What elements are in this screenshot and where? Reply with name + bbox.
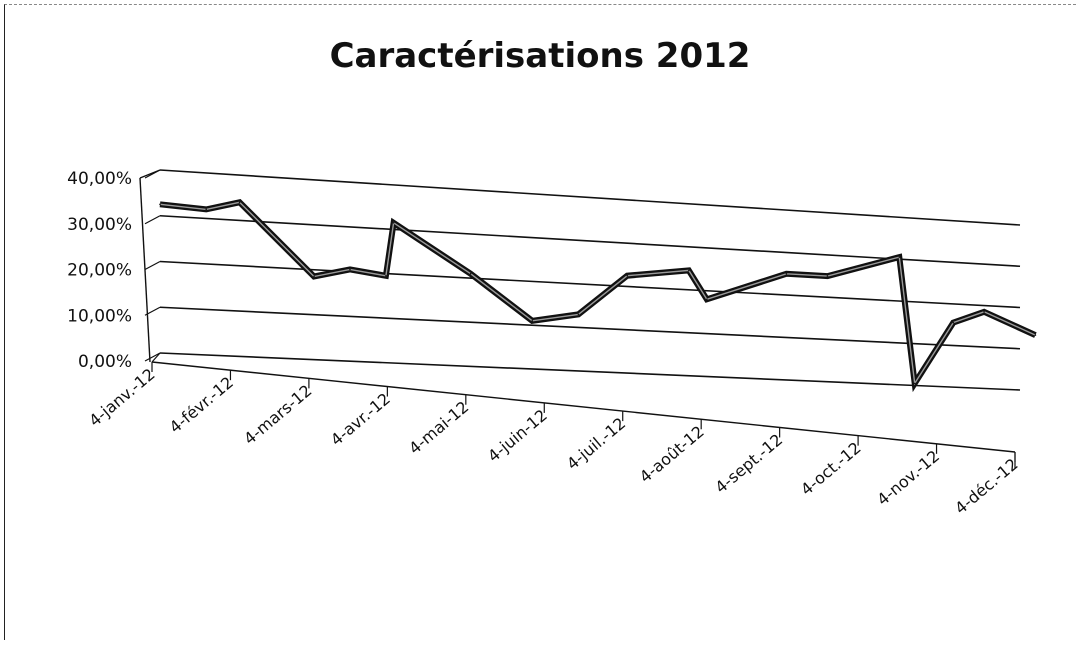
x-tick-label: 4-juin-12 [484, 405, 551, 465]
x-axis-line [151, 361, 1016, 453]
y-tick-label: 30,00% [67, 215, 132, 235]
data-point [469, 272, 472, 275]
gridline [159, 169, 1021, 226]
data-point [577, 313, 580, 316]
data-point [531, 320, 534, 322]
floor-left-edge [151, 352, 161, 363]
data-point [159, 203, 161, 206]
y-axis-top-edge [139, 169, 161, 179]
x-tick-label: 4-oct.-12 [797, 438, 865, 499]
y-tick-mark [144, 352, 161, 362]
y-tick-label: 40,00% [67, 169, 132, 189]
data-point [1034, 334, 1037, 336]
data-point [785, 272, 788, 275]
data-point [385, 275, 387, 277]
data-point [205, 208, 208, 211]
y-tick-label: 0,00% [78, 352, 132, 372]
data-point [898, 256, 901, 258]
x-tick-label: 4-sept.-12 [711, 430, 786, 497]
x-tick-label: 4-mars-12 [240, 381, 315, 449]
x-tick-label: 4-janv.-12 [85, 365, 158, 431]
data-point [826, 275, 829, 277]
y-tick-mark [144, 215, 161, 225]
x-tick-label: 4-avr.-12 [327, 389, 394, 450]
x-tick-label: 4-déc.-12 [951, 455, 1021, 518]
gridline [159, 306, 1021, 350]
chart-title: Caractérisations 2012 [329, 36, 751, 76]
series-line-highlight [159, 201, 1036, 386]
data-point [349, 268, 351, 271]
data-point [313, 275, 315, 278]
gridline [159, 352, 1021, 391]
x-tick-label: 4-mai-12 [405, 397, 472, 458]
gridline [159, 214, 1021, 268]
data-point [238, 201, 241, 204]
chart-frame [4, 4, 1076, 640]
y-tick-label: 10,00% [67, 306, 132, 326]
data-point [688, 269, 690, 272]
data-point [913, 382, 916, 385]
data-point [983, 310, 985, 313]
x-tick-label: 4-nov.-12 [873, 446, 943, 509]
y-tick-label: 20,00% [67, 261, 132, 281]
y-tick-mark [144, 260, 161, 271]
data-point [626, 274, 629, 277]
gridline [159, 260, 1021, 309]
data-point [706, 298, 708, 301]
y-axis-line [139, 177, 151, 363]
x-tick-label: 4-août-12 [636, 422, 708, 487]
x-tick-label: 4-juil.-12 [563, 414, 629, 474]
data-point [952, 321, 955, 324]
x-tick-label: 4-févr.-12 [166, 373, 237, 437]
data-point [392, 221, 395, 224]
